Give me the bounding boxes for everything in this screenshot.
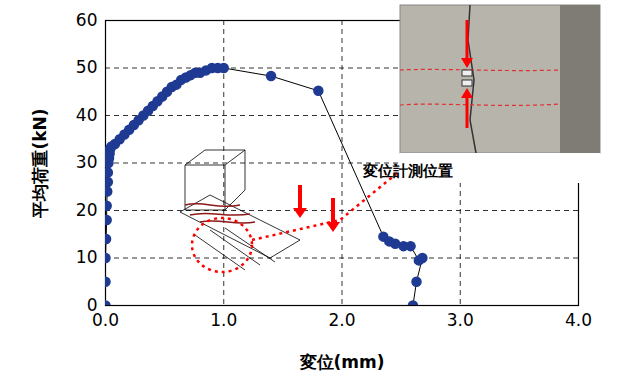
- svg-text:4.0: 4.0: [565, 310, 592, 330]
- svg-text:50: 50: [76, 57, 98, 77]
- svg-text:平均荷重(kN): 平均荷重(kN): [30, 108, 50, 218]
- svg-text:60: 60: [76, 10, 98, 30]
- svg-text:1.0: 1.0: [210, 310, 237, 330]
- svg-text:2.0: 2.0: [328, 310, 355, 330]
- svg-text:0.0: 0.0: [92, 310, 119, 330]
- svg-text:20: 20: [76, 200, 98, 220]
- svg-text:30: 30: [76, 152, 98, 172]
- svg-text:40: 40: [76, 105, 98, 125]
- svg-text:変位計測位置: 変位計測位置: [362, 162, 453, 180]
- svg-text:0: 0: [86, 294, 98, 315]
- svg-text:3.0: 3.0: [447, 310, 474, 330]
- svg-text:10: 10: [76, 247, 98, 267]
- svg-text:変位(mm): 変位(mm): [299, 352, 385, 372]
